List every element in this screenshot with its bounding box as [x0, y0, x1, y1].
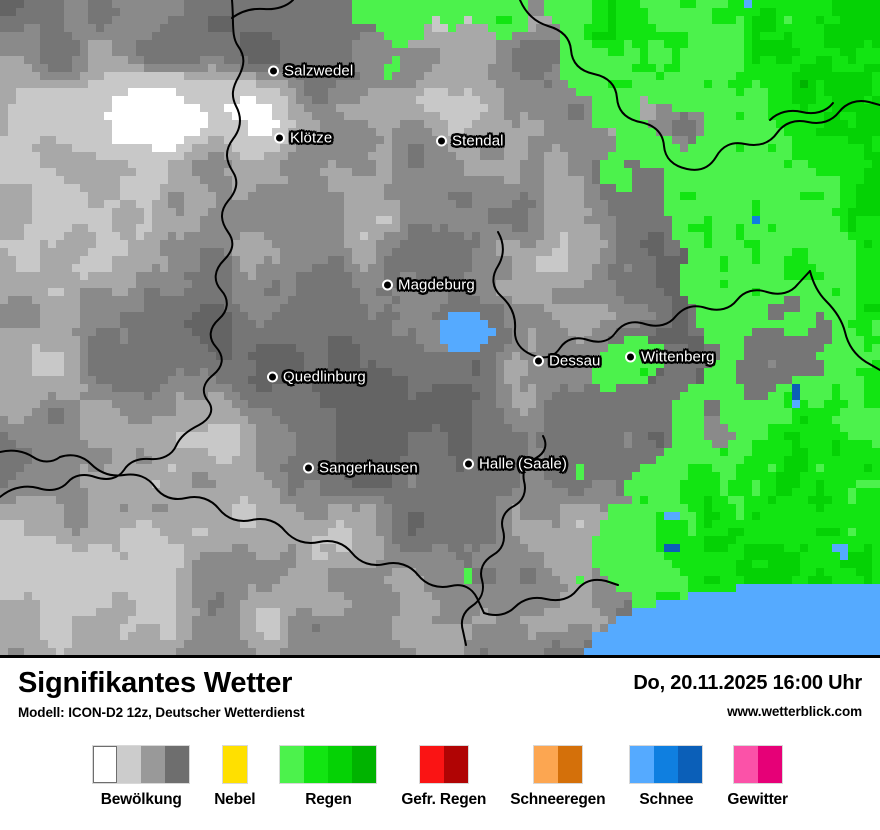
- legend: Bewölkung Nebel Regen Gefr. Regen Schneerege…: [0, 745, 880, 830]
- legend-items: Bewölkung Nebel Regen Gefr. Regen Schneerege…: [92, 745, 788, 809]
- swatch-color: [93, 746, 118, 783]
- city-dot-icon: [533, 355, 544, 367]
- swatch-color: [419, 746, 444, 783]
- model-subtitle: Modell: ICON-D2 12z, Deutscher Wetterdie…: [18, 704, 305, 720]
- border-line: [809, 270, 880, 371]
- swatch-color: [165, 746, 190, 783]
- legend-item-schnee: Schnee: [629, 745, 704, 809]
- swatch-color: [328, 746, 353, 783]
- swatch-color: [757, 746, 782, 783]
- administrative-borders-layer: [0, 0, 880, 646]
- legend-item-nebel: Nebel: [214, 745, 256, 809]
- legend-label: Schneeregen: [510, 791, 606, 808]
- rain-swatch: [279, 745, 378, 784]
- legend-label: Bewölkung: [100, 791, 182, 808]
- weather-map[interactable]: Salzwedel Klötze Stendal Magdeburg Quedlinbu…: [0, 0, 880, 658]
- city-marker[interactable]: Magdeburg: [382, 275, 477, 295]
- city-dot-icon: [436, 135, 447, 147]
- title-block: Signifikantes Wetter Modell: ICON-D2 12z…: [18, 668, 305, 720]
- legend-item-gefr-regen: Gefr. Regen: [401, 745, 486, 809]
- city-dot-icon: [303, 462, 314, 474]
- swatch-color: [222, 746, 247, 783]
- legend-label: Nebel: [214, 791, 256, 808]
- sleet-swatch: [532, 745, 583, 784]
- city-label: Dessau: [547, 351, 601, 371]
- legend-item-gewitter: Gewitter: [727, 745, 788, 809]
- city-dot-icon: [625, 351, 636, 363]
- weather-raster-layer: [0, 0, 880, 658]
- city-label: Halle (Saale): [477, 454, 568, 474]
- city-dot-icon: [382, 279, 393, 291]
- swatch-color: [733, 746, 758, 783]
- caption-bar: Signifikantes Wetter Modell: ICON-D2 12z…: [0, 658, 880, 738]
- legend-label: Schnee: [639, 791, 694, 808]
- city-marker[interactable]: Halle (Saale): [463, 454, 568, 474]
- legend-item-regen: Regen: [279, 745, 378, 809]
- swatch-color: [280, 746, 305, 783]
- swatch-color: [141, 746, 166, 783]
- border-line: [460, 435, 547, 646]
- legend-item-bew-lkung: Bewölkung: [92, 745, 191, 809]
- border-line: [59, 454, 485, 614]
- website-label: www.wetterblick.com: [727, 704, 862, 719]
- city-marker[interactable]: Salzwedel: [268, 61, 355, 81]
- swatch-color: [352, 746, 377, 783]
- city-label: Quedlinburg: [282, 367, 368, 387]
- cloud-swatch: [92, 745, 191, 784]
- swatch-color: [557, 746, 582, 783]
- city-marker[interactable]: Wittenberg: [625, 347, 716, 367]
- forecast-datetime: Do, 20.11.2025 16:00 Uhr: [633, 672, 862, 694]
- city-label: Salzwedel: [282, 61, 354, 81]
- legend-item-schneeregen: Schneeregen: [510, 745, 606, 809]
- thunderstorm-swatch: [732, 745, 783, 784]
- border-line: [769, 102, 834, 121]
- border-line: [0, 449, 61, 463]
- city-dot-icon: [267, 371, 278, 383]
- fog-swatch: [221, 745, 248, 784]
- city-dot-icon: [463, 458, 474, 470]
- border-line: [231, 0, 294, 19]
- city-marker[interactable]: Klötze: [274, 128, 334, 148]
- city-marker[interactable]: Dessau: [533, 351, 602, 371]
- border-line: [492, 231, 811, 359]
- swatch-color: [443, 746, 468, 783]
- swatch-color: [533, 746, 558, 783]
- city-marker[interactable]: Stendal: [436, 131, 505, 151]
- border-line: [0, 0, 245, 498]
- city-label: Stendal: [451, 131, 505, 151]
- city-marker[interactable]: Quedlinburg: [267, 367, 368, 387]
- snow-swatch: [629, 745, 704, 784]
- city-dot-icon: [268, 65, 279, 77]
- legend-label: Gewitter: [727, 791, 788, 808]
- city-label: Sangerhausen: [318, 458, 420, 478]
- city-label: Wittenberg: [640, 347, 716, 367]
- swatch-color: [304, 746, 329, 783]
- page-title: Signifikantes Wetter: [18, 667, 293, 699]
- border-line: [483, 578, 619, 616]
- swatch-color: [678, 746, 703, 783]
- city-label: Magdeburg: [397, 275, 477, 295]
- legend-label: Regen: [305, 791, 352, 808]
- legend-label: Gefr. Regen: [401, 791, 487, 808]
- city-dot-icon: [274, 132, 285, 144]
- swatch-color: [654, 746, 679, 783]
- meta-block: Do, 20.11.2025 16:00 Uhr www.wetterblick…: [633, 672, 862, 719]
- swatch-color: [117, 746, 142, 783]
- city-label: Klötze: [288, 128, 333, 148]
- border-line: [519, 0, 880, 171]
- swatch-color: [630, 746, 655, 783]
- freezing-rain-swatch: [418, 745, 469, 784]
- city-labels-layer: Salzwedel Klötze Stendal Magdeburg Quedlinbu…: [267, 61, 716, 478]
- city-marker[interactable]: Sangerhausen: [303, 458, 420, 478]
